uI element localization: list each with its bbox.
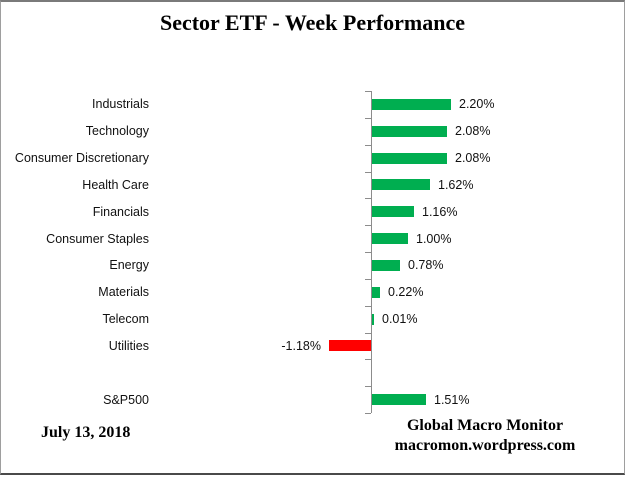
category-label: Financials	[92, 205, 149, 219]
axis-tick	[365, 386, 371, 387]
axis-tick	[365, 359, 371, 360]
bar-value-label: 2.08%	[455, 124, 491, 138]
bar-value-label: 1.16%	[422, 205, 458, 219]
axis-tick	[365, 306, 371, 307]
bar-value-label: 0.78%	[408, 258, 444, 272]
positive-bar	[372, 287, 380, 298]
axis-tick	[365, 91, 371, 92]
bar-value-label: 1.00%	[416, 232, 452, 246]
axis-tick	[365, 413, 371, 414]
date-label: July 13, 2018	[41, 424, 131, 441]
category-label: Telecom	[102, 312, 149, 326]
category-label: Health Care	[82, 178, 149, 192]
positive-bar	[372, 314, 374, 325]
negative-bar	[329, 340, 371, 351]
axis-tick	[365, 252, 371, 253]
chart-title: Sector ETF - Week Performance	[159, 10, 466, 35]
bar-value-label: 0.22%	[388, 285, 424, 299]
positive-bar	[372, 153, 447, 164]
positive-bar	[372, 99, 451, 110]
value-axis-line	[371, 91, 372, 413]
positive-bar	[372, 260, 400, 271]
category-label: Energy	[109, 258, 149, 272]
attribution-line-1: Global Macro Monitor	[406, 417, 564, 434]
bar-value-label: 0.01%	[382, 312, 418, 326]
axis-tick	[365, 118, 371, 119]
axis-tick	[365, 225, 371, 226]
axis-tick	[365, 172, 371, 173]
bar-value-label: -1.18%	[281, 339, 321, 353]
category-label: S&P500	[103, 393, 149, 407]
bar-value-label: 1.51%	[434, 393, 470, 407]
axis-tick	[365, 333, 371, 334]
bar-value-label: 1.62%	[438, 178, 474, 192]
positive-bar	[372, 233, 408, 244]
category-label: Technology	[85, 124, 149, 138]
attribution: Global Macro Monitor macromon.wordpress.…	[389, 416, 581, 456]
positive-bar	[372, 126, 447, 137]
axis-tick	[365, 198, 371, 199]
category-label: Industrials	[92, 97, 149, 111]
category-label: Materials	[98, 285, 149, 299]
bar-value-label: 2.20%	[459, 97, 495, 111]
attribution-line-2: macromon.wordpress.com	[394, 437, 576, 454]
bar-value-label: 2.08%	[455, 151, 491, 165]
positive-bar	[372, 394, 426, 405]
axis-tick	[365, 145, 371, 146]
category-label: Utilities	[108, 339, 149, 353]
category-label: Consumer Discretionary	[14, 151, 149, 165]
positive-bar	[372, 206, 414, 217]
positive-bar	[372, 179, 430, 190]
category-label: Consumer Staples	[46, 232, 149, 246]
axis-tick	[365, 279, 371, 280]
